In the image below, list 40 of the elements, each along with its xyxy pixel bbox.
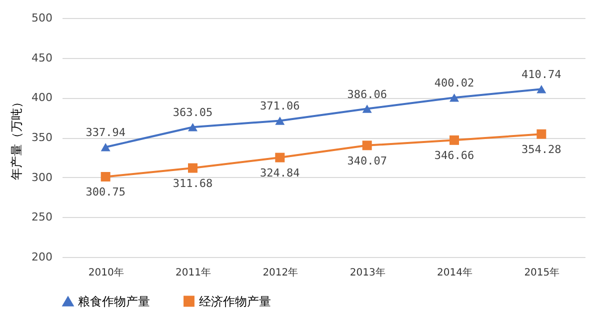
x-tick-label: 2011年: [176, 266, 211, 278]
data-label: 300.75: [86, 186, 126, 199]
point: [275, 152, 285, 162]
y-tick-label: 500: [32, 12, 52, 24]
data-label: 363.05: [172, 106, 213, 120]
point: [188, 122, 198, 132]
point: [362, 104, 372, 113]
y-tick-label: 350: [32, 131, 52, 144]
legend-label: 粮食作物产量: [78, 294, 150, 309]
data-label: 337.94: [86, 126, 126, 140]
point: [100, 172, 110, 182]
y-tick-label: 250: [32, 210, 52, 224]
point: [362, 140, 372, 150]
data-label: 386.06: [347, 88, 387, 101]
y-axis-title: 年产量（万吨）: [10, 96, 24, 180]
point: [450, 94, 459, 102]
point: [536, 85, 546, 94]
x-tick-label: 2012年: [262, 266, 298, 278]
x-tick-label: 2015年: [524, 266, 560, 278]
y-tick-label: 400: [32, 91, 52, 104]
point: [100, 143, 110, 152]
y-tick-label: 450: [32, 51, 52, 64]
data-label: 400.02: [434, 76, 474, 90]
point: [188, 163, 198, 173]
data-label: 324.84: [260, 166, 300, 180]
data-label: 354.28: [522, 143, 562, 156]
data-label: 371.06: [260, 100, 300, 113]
x-tick-label: 2010年: [88, 266, 124, 278]
point: [275, 116, 285, 125]
data-label: 410.74: [522, 68, 562, 82]
data-label: 340.07: [347, 154, 387, 168]
x-tick-label: 2013年: [350, 266, 386, 278]
point: [536, 129, 546, 139]
data-label: 311.68: [172, 177, 213, 190]
y-tick-label: 200: [32, 250, 52, 264]
legend-label: 经济作物产量: [199, 294, 271, 308]
y-tick-label: 300: [32, 170, 52, 184]
data-label: 346.66: [434, 149, 474, 162]
x-tick-label: 2014年: [437, 266, 472, 278]
point: [450, 135, 459, 145]
